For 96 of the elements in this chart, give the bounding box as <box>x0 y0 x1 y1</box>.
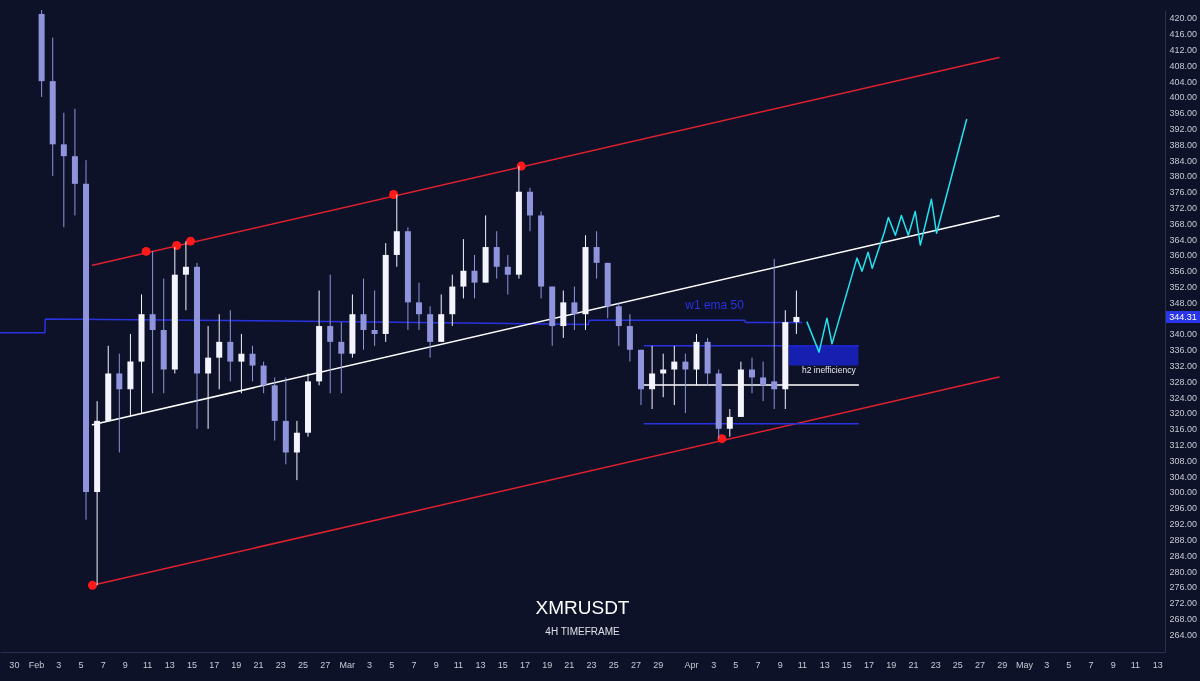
x-tick-label: Mar <box>339 659 356 670</box>
x-tick-label: 9 <box>122 659 128 670</box>
y-tick-label: 348.00 <box>1169 297 1198 308</box>
x-tick-label: 29 <box>653 659 664 670</box>
series-label: w1 ema 50 <box>684 298 745 313</box>
y-tick-label: 396.00 <box>1169 108 1198 119</box>
y-tick-label: 420.00 <box>1169 13 1198 24</box>
y-tick-label: 264.00 <box>1169 629 1198 640</box>
x-tick-label: 11 <box>142 659 153 670</box>
x-tick-label: 21 <box>564 659 575 670</box>
y-tick-label: 384.00 <box>1169 155 1198 166</box>
y-tick-label: 280.00 <box>1169 566 1198 577</box>
x-tick-label: 9 <box>433 659 439 670</box>
text: 4H TIMEFRAME <box>545 626 620 637</box>
x-tick-label: 3 <box>711 659 717 670</box>
x-tick-label: 3 <box>367 659 373 670</box>
y-tick-label: 376.00 <box>1169 187 1198 198</box>
x-tick-label: 15 <box>497 659 508 670</box>
y-tick-label: 284.00 <box>1169 550 1198 561</box>
y-tick-label: 340.00 <box>1169 329 1198 340</box>
text: XMRUSDT <box>535 597 630 618</box>
x-tick-label: 15 <box>186 659 197 670</box>
y-tick-label: 300.00 <box>1169 487 1198 498</box>
y-tick-label: 328.00 <box>1169 376 1198 387</box>
y-tick-label: 416.00 <box>1169 29 1198 40</box>
x-tick-label: 7 <box>100 659 106 670</box>
y-tick-label: 408.00 <box>1169 60 1198 71</box>
y-tick-label: 268.00 <box>1169 613 1198 624</box>
x-tick-label: 21 <box>908 659 919 670</box>
y-tick-label: 320.00 <box>1169 408 1198 419</box>
x-tick-label: 5 <box>733 659 739 670</box>
x-tick-label: 23 <box>586 659 597 670</box>
x-tick-label: 11 <box>797 659 808 670</box>
x-tick-label: 5 <box>78 659 84 670</box>
x-tick-label: 27 <box>320 659 331 670</box>
x-tick-label: 7 <box>411 659 417 670</box>
y-tick-label: 352.00 <box>1169 282 1198 293</box>
x-tick-label: 19 <box>231 659 242 670</box>
x-tick-label: 9 <box>777 659 783 670</box>
annotation: h2 inefficiency <box>801 364 857 375</box>
y-tick-label: 272.00 <box>1169 598 1198 609</box>
x-tick-label: 19 <box>542 659 553 670</box>
x-tick-label: 17 <box>519 659 530 670</box>
x-tick-label: Apr <box>684 659 699 670</box>
x-tick-label: 25 <box>608 659 619 670</box>
y-tick-label: 288.00 <box>1169 534 1198 545</box>
x-tick-label: 19 <box>886 659 897 670</box>
y-tick-label: 308.00 <box>1169 455 1198 466</box>
x-tick-label: 29 <box>997 659 1008 670</box>
x-tick-label: 13 <box>1152 659 1163 670</box>
x-tick-label: May <box>1015 659 1034 670</box>
y-tick-label: 380.00 <box>1169 171 1198 182</box>
x-tick-label: 23 <box>275 659 286 670</box>
y-tick-label: 324.00 <box>1169 392 1198 403</box>
x-tick-label: 3 <box>1044 659 1050 670</box>
y-tick-label: 312.00 <box>1169 440 1198 451</box>
y-tick-label: 356.00 <box>1169 266 1198 277</box>
y-tick-label: 332.00 <box>1169 361 1198 372</box>
y-tick-label: 336.00 <box>1169 345 1198 356</box>
y-tick-label: 296.00 <box>1169 503 1198 514</box>
y-tick-label: 392.00 <box>1169 124 1198 135</box>
y-tick-label: 400.00 <box>1169 92 1198 103</box>
x-tick-label: 23 <box>930 659 941 670</box>
y-tick-label: 404.00 <box>1169 76 1198 87</box>
x-tick-label: 11 <box>1130 659 1141 670</box>
annotation: 344.31 <box>1169 311 1197 322</box>
y-tick-label: 360.00 <box>1169 250 1198 261</box>
x-tick-label: Feb <box>28 659 45 670</box>
y-tick-label: 276.00 <box>1169 582 1198 593</box>
x-tick-label: 21 <box>253 659 264 670</box>
x-tick-label: 25 <box>952 659 963 670</box>
x-tick-label: 17 <box>209 659 220 670</box>
x-tick-label: 15 <box>841 659 852 670</box>
y-tick-label: 412.00 <box>1169 45 1198 56</box>
x-tick-label: 13 <box>819 659 830 670</box>
y-tick-label: 304.00 <box>1169 471 1198 482</box>
x-tick-label: 7 <box>755 659 761 670</box>
y-tick-label: 372.00 <box>1169 203 1198 214</box>
x-tick-label: 27 <box>630 659 641 670</box>
x-tick-label: 3 <box>56 659 62 670</box>
x-tick-label: 30 <box>9 659 20 670</box>
x-tick-label: 9 <box>1110 659 1116 670</box>
x-tick-label: 13 <box>475 659 486 670</box>
y-tick-label: 368.00 <box>1169 218 1198 229</box>
y-tick-label: 316.00 <box>1169 424 1198 435</box>
x-tick-label: 7 <box>1088 659 1094 670</box>
x-tick-label: 27 <box>975 659 986 670</box>
x-tick-label: 5 <box>1066 659 1072 670</box>
x-tick-label: 5 <box>389 659 395 670</box>
y-tick-label: 292.00 <box>1169 519 1198 530</box>
y-tick-label: 364.00 <box>1169 234 1198 245</box>
y-tick-label: 388.00 <box>1169 139 1198 150</box>
x-tick-label: 17 <box>864 659 875 670</box>
x-tick-label: 11 <box>453 659 464 670</box>
x-tick-label: 13 <box>164 659 175 670</box>
x-tick-label: 25 <box>297 659 308 670</box>
